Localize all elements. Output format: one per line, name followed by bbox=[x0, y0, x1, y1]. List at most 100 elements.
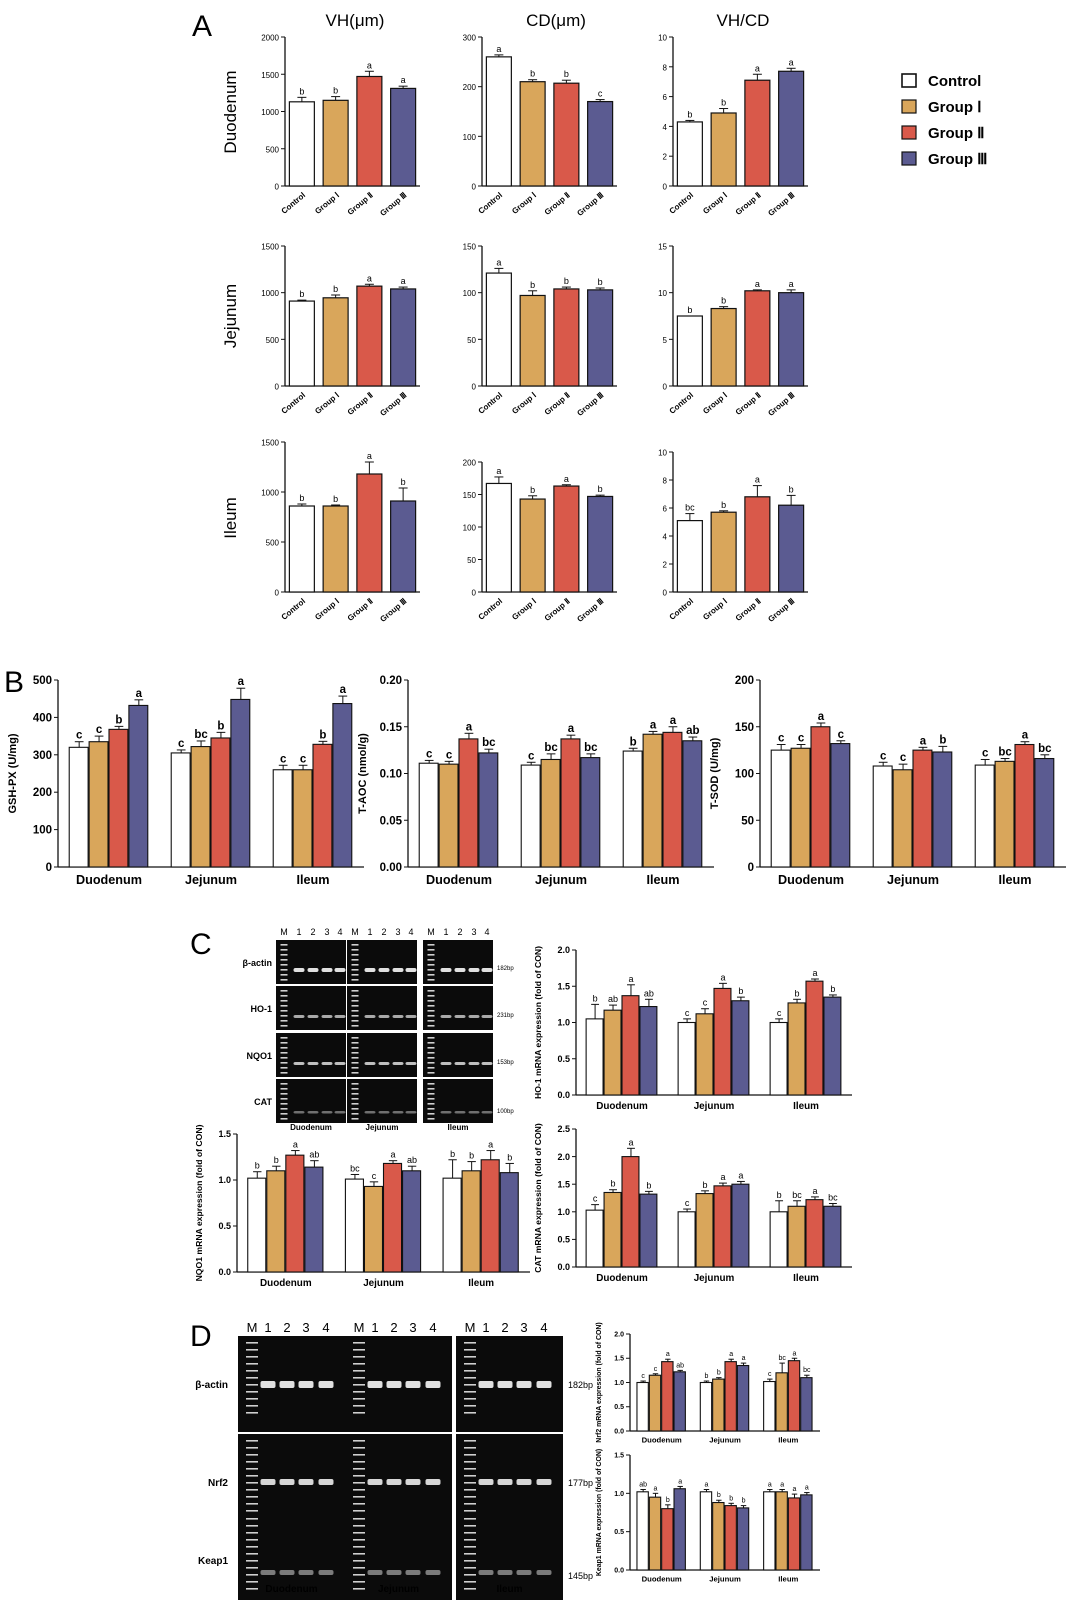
y-tick-label: 1000 bbox=[261, 108, 279, 117]
significance-letter: ab bbox=[407, 1155, 417, 1165]
gel-image bbox=[345, 1512, 452, 1600]
y-tick-label: 1.5 bbox=[614, 1356, 624, 1363]
ladder-band bbox=[353, 1391, 365, 1393]
x-tick-label: Duodenum bbox=[76, 873, 142, 887]
x-tick-label: Control bbox=[668, 191, 696, 216]
ladder-band bbox=[427, 1098, 435, 1100]
ladder-band bbox=[246, 1574, 258, 1576]
bar bbox=[763, 1380, 776, 1432]
y-axis-title: Keap1 mRNA expression (fold of CON) bbox=[596, 1449, 603, 1576]
y-tick-label: 0.5 bbox=[557, 1054, 570, 1064]
gel-row-label: Nrf2 bbox=[208, 1478, 228, 1489]
bar bbox=[356, 473, 383, 593]
significance-letter: b bbox=[299, 86, 304, 96]
lane-label: 4 bbox=[337, 927, 342, 937]
sample-band bbox=[321, 968, 333, 972]
ladder-band bbox=[464, 1489, 476, 1491]
ladder-band bbox=[280, 1083, 288, 1085]
ladder-band bbox=[464, 1440, 476, 1442]
significance-letter: bc bbox=[482, 737, 496, 749]
y-tick-label: 10 bbox=[658, 34, 667, 43]
ladder-band bbox=[351, 979, 359, 981]
ladder-band bbox=[246, 1384, 258, 1386]
chart-A-duo-cd: 0 100 200 300 a Control b Group Ⅰ b Group Ⅱ c Group… bbox=[463, 34, 617, 218]
ladder-band bbox=[353, 1518, 365, 1520]
y-tick-label: 2.0 bbox=[557, 1152, 570, 1162]
y-tick-label: 0 bbox=[275, 183, 280, 192]
y-tick-label: 500 bbox=[33, 675, 52, 687]
y-tick-label: 0.0 bbox=[218, 1267, 231, 1277]
bar bbox=[390, 288, 417, 387]
y-tick-label: 15 bbox=[658, 243, 667, 252]
bar bbox=[603, 1191, 622, 1268]
gel-tissue-label: Ileum bbox=[448, 1123, 469, 1132]
sample-band bbox=[321, 1062, 333, 1065]
y-tick-label: 0.20 bbox=[380, 675, 402, 687]
ladder-band bbox=[246, 1447, 258, 1449]
bar bbox=[932, 751, 953, 868]
lane-label: 4 bbox=[322, 1320, 329, 1335]
y-tick-label: 500 bbox=[266, 336, 280, 345]
ladder-band bbox=[353, 1370, 365, 1372]
sample-band bbox=[405, 1015, 417, 1018]
bar bbox=[661, 1508, 674, 1571]
chart-B-taoc: 0.000.050.100.150.20T-AOC (nmol/g) c cabcD… bbox=[357, 675, 714, 887]
ladder-band bbox=[353, 1482, 365, 1484]
bar bbox=[778, 504, 805, 593]
ladder-band bbox=[353, 1560, 365, 1562]
significance-letter: b bbox=[530, 69, 535, 79]
x-tick-label: Group Ⅲ bbox=[378, 597, 408, 624]
x-tick-label: Control bbox=[280, 391, 308, 416]
bar bbox=[699, 1381, 713, 1432]
significance-letter: ab bbox=[608, 994, 618, 1004]
ladder-band bbox=[280, 990, 288, 992]
bar bbox=[790, 747, 811, 868]
significance-letter: c bbox=[178, 738, 185, 750]
ladder-band bbox=[427, 1072, 435, 1074]
y-tick-label: 50 bbox=[741, 815, 754, 827]
ladder-band bbox=[427, 1047, 435, 1049]
sample-band bbox=[478, 1570, 494, 1575]
gel-image bbox=[456, 1512, 563, 1600]
bar bbox=[382, 1162, 403, 1273]
significance-letter: c bbox=[982, 747, 989, 759]
ladder-band bbox=[246, 1440, 258, 1442]
y-tick-label: 100 bbox=[463, 289, 477, 298]
sample-band bbox=[440, 1015, 452, 1018]
sample-band bbox=[298, 1479, 314, 1485]
ladder-band bbox=[246, 1363, 258, 1365]
bar bbox=[778, 292, 805, 387]
significance-letter: bc bbox=[685, 503, 695, 513]
sample-band bbox=[481, 968, 493, 972]
sample-band bbox=[378, 1111, 390, 1114]
ladder-band bbox=[280, 949, 288, 951]
significance-letter: a bbox=[466, 721, 473, 733]
ladder-band bbox=[427, 1118, 435, 1120]
significance-letter: bc bbox=[778, 1355, 786, 1362]
sample-band bbox=[425, 1381, 441, 1388]
significance-letter: a bbox=[568, 723, 575, 735]
lane-label: 1 bbox=[367, 927, 372, 937]
bar bbox=[805, 1199, 824, 1268]
sample-band bbox=[440, 1062, 452, 1065]
sample-band bbox=[516, 1570, 532, 1575]
significance-letter: a bbox=[793, 1350, 797, 1357]
significance-letter: c bbox=[654, 1366, 658, 1373]
y-tick-label: 100 bbox=[463, 133, 477, 142]
bar bbox=[682, 740, 703, 868]
y-tick-label: 1.0 bbox=[614, 1491, 624, 1498]
y-tick-label: 5 bbox=[663, 336, 668, 345]
gel-tissue-label: Jejunum bbox=[378, 1584, 419, 1595]
gel-tissue-label: Duodenum bbox=[290, 1123, 332, 1132]
ladder-band bbox=[464, 1546, 476, 1548]
y-tick-label: 4 bbox=[663, 123, 668, 132]
x-tick-label: Group Ⅰ bbox=[313, 597, 341, 622]
gel-row-label: HO-1 bbox=[250, 1004, 272, 1014]
x-tick-label: Control bbox=[477, 391, 505, 416]
sample-band bbox=[334, 1015, 346, 1018]
y-tick-label: 1500 bbox=[261, 243, 279, 252]
y-tick-label: 2000 bbox=[261, 34, 279, 43]
lane-label: M bbox=[351, 927, 359, 937]
sample-band bbox=[367, 1570, 383, 1575]
